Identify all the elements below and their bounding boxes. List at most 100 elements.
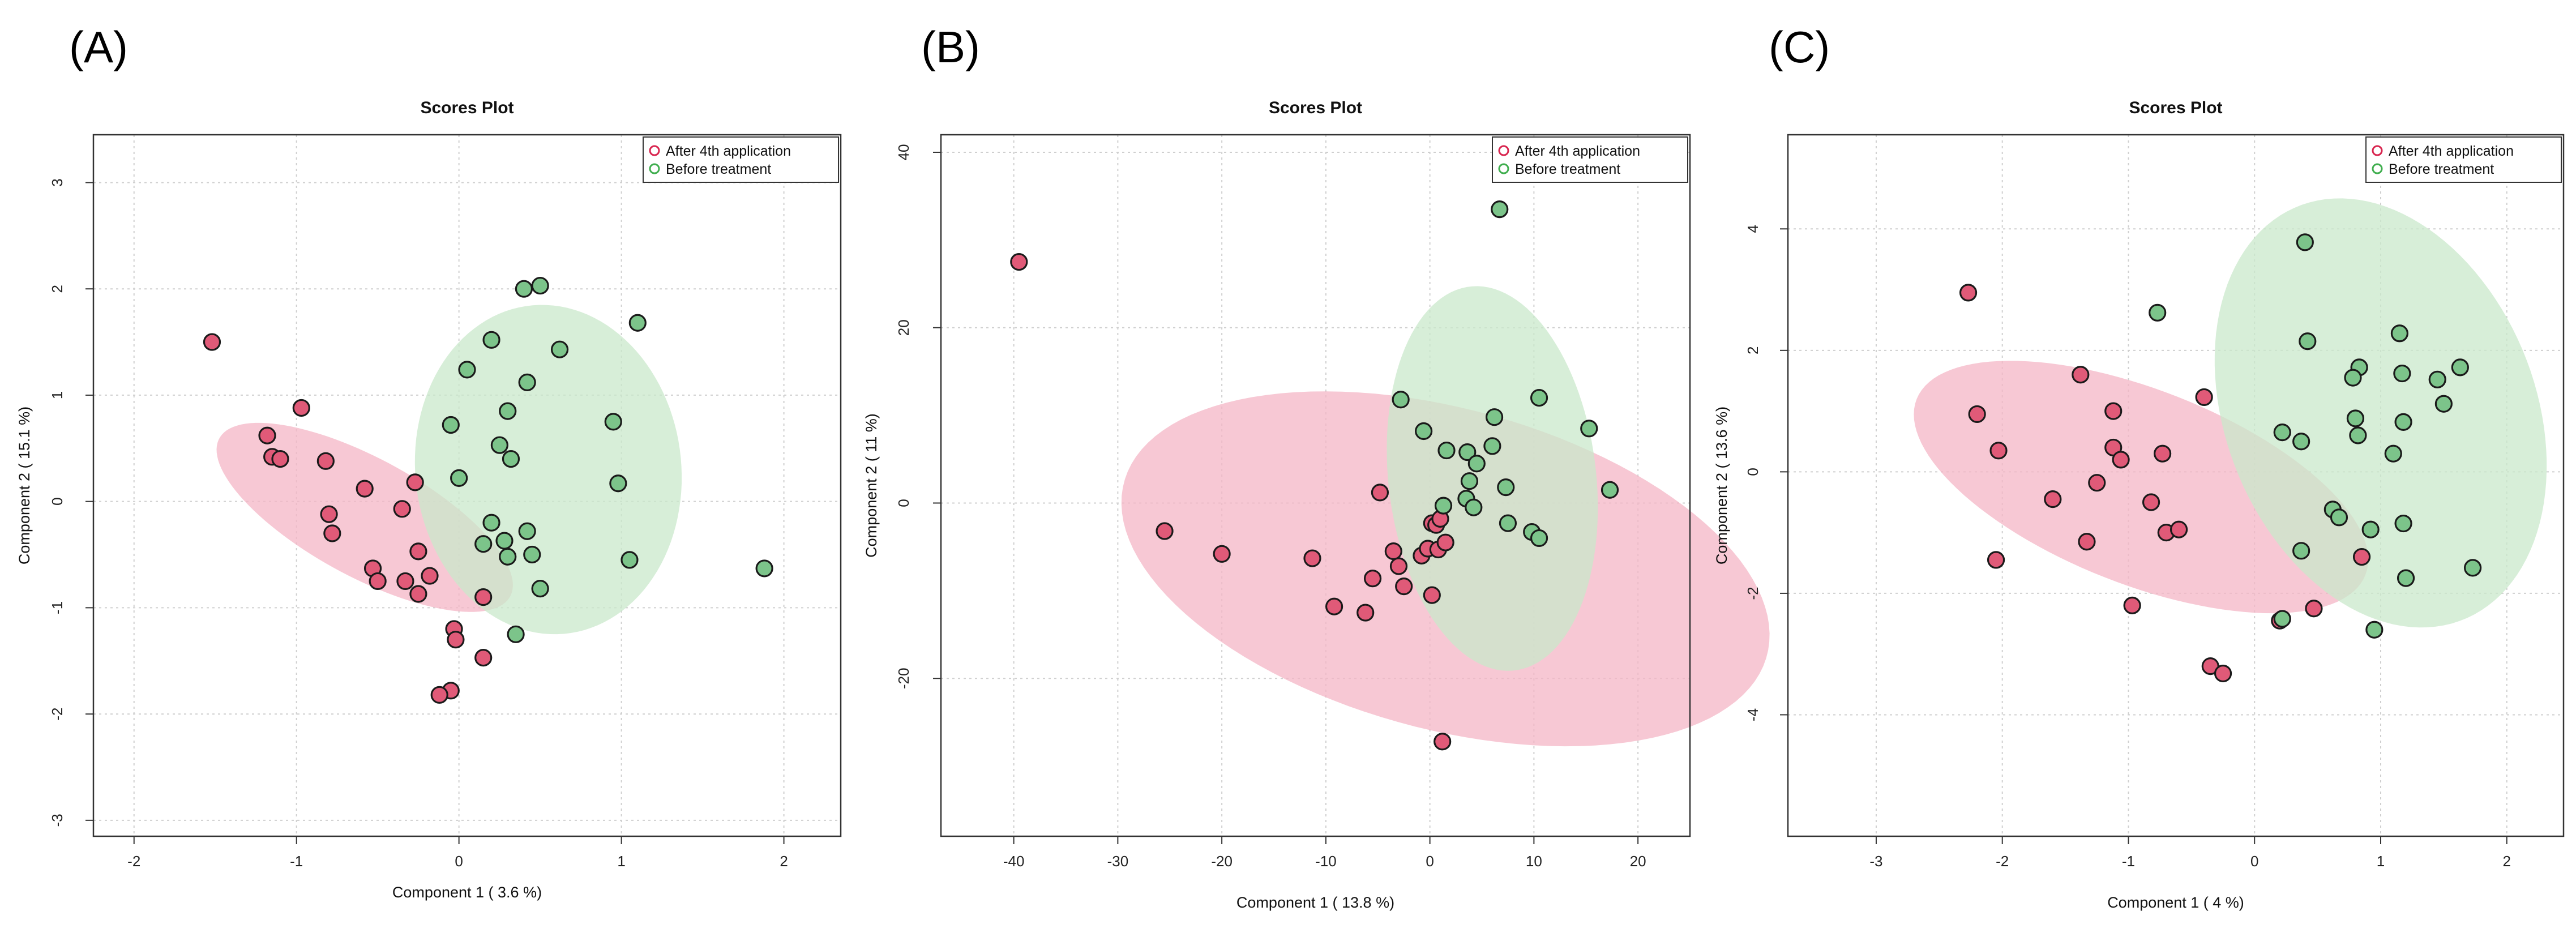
point-before [2428,370,2446,388]
point-after [2123,596,2141,614]
point-after [1434,733,1452,751]
x-tick-label: -1 [2122,853,2135,870]
point-after [1395,578,1413,596]
point-before [2394,514,2412,533]
point-after [1384,542,1402,561]
legend-label-before: Before treatment [1515,161,1620,177]
chart-title: Scores Plot [420,99,514,117]
point-after [356,480,374,498]
x-tick-label: -40 [1003,853,1025,870]
point-before [499,402,517,420]
point-before [482,331,500,349]
point-after [1371,484,1389,502]
y-tick-label: -2 [49,708,66,721]
y-tick-label: -20 [895,668,912,689]
point-before [2292,433,2310,451]
point-after [1989,442,2008,460]
point-after [1389,557,1408,575]
point-after [409,585,427,603]
x-axis-label: Component 1 ( 4 %) [2107,894,2244,911]
confidence-ellipse-after [1914,361,2369,614]
x-tick-label: -1 [290,853,303,870]
legend-label-before: Before treatment [2389,161,2494,177]
point-after [271,450,289,468]
x-tick-label: -2 [1996,853,2009,870]
point-before [755,559,773,578]
y-axis-label: Component 2 ( 11 %) [863,413,880,558]
point-before [609,474,627,493]
point-after [2044,490,2062,508]
point-before [2434,395,2453,413]
point-before [1497,478,1515,497]
confidence-ellipse-after [216,422,513,612]
y-tick-label: 4 [1744,225,1761,233]
point-before [502,450,520,468]
point-before [1530,529,1548,548]
point-after [2170,520,2188,538]
point-before [1437,441,1456,460]
point-before [2296,233,2314,251]
y-tick-label: 2 [49,285,66,293]
chart-a: -2 -1 0 1 2 -3 -2 -1 0 1 2 3 Scores Plot Component 1 … [16,99,842,901]
legend: After 4th application Before treatment [2365,136,2562,183]
x-tick-label: -3 [1869,853,1882,870]
point-after [1959,284,1978,302]
point-before [2349,426,2367,444]
confidence-ellipse-before [1387,286,1598,671]
x-tick-label: -10 [1315,853,1337,870]
legend-label-after: After 4th application [2389,143,2514,159]
point-after [474,649,493,667]
x-tick-label: 10 [1526,853,1542,870]
point-after [2078,533,2096,551]
point-after [2214,664,2232,683]
legend-marker-before [2372,163,2383,174]
legend: After 4th application Before treatment [643,136,839,183]
point-after [1968,405,1986,424]
point-before [2149,303,2167,322]
point-before [1530,389,1548,407]
point-before [1601,481,1619,499]
y-tick-label: 0 [49,497,66,505]
x-tick-label: -30 [1107,853,1129,870]
point-before [482,514,500,532]
legend-label-after: After 4th application [1515,143,1640,159]
point-before [2365,621,2384,639]
panel-label-c: (C) [1769,22,1830,72]
legend-marker-after [1498,145,1509,156]
point-before [531,276,549,295]
point-after [316,452,335,470]
point-before [1458,443,1477,461]
chart-title: Scores Plot [1269,99,1362,117]
legend-box [1492,136,1688,183]
point-before [1465,498,1483,516]
legend-marker-before [1498,163,1509,174]
point-after [369,572,387,591]
point-before [499,548,517,566]
x-axis-label: Component 1 ( 13.8 %) [1236,894,1394,911]
point-before [2346,409,2365,427]
point-after [323,524,341,542]
point-after [1987,551,2005,569]
point-before [2273,424,2291,442]
y-tick-label: 2 [1744,347,1761,354]
point-before [2393,364,2411,383]
y-tick-label: -2 [1744,587,1761,600]
y-tick-label: 0 [1744,468,1761,476]
x-tick-label: -20 [1211,853,1233,870]
point-after [2104,402,2123,420]
x-tick-label: 1 [2377,853,2385,870]
point-before [604,413,622,431]
point-after [1325,597,1343,615]
point-before [531,579,549,598]
point-after [406,473,424,491]
point-before [495,532,514,550]
x-tick-label: 0 [2250,853,2258,870]
point-before [1467,455,1486,473]
point-before [474,535,493,553]
point-before [2464,559,2482,577]
point-before [1434,497,1453,515]
point-before [442,416,460,434]
point-before [450,469,468,487]
point-after [2305,600,2323,618]
x-axis-label: Component 1 ( 3.6 %) [392,884,542,901]
